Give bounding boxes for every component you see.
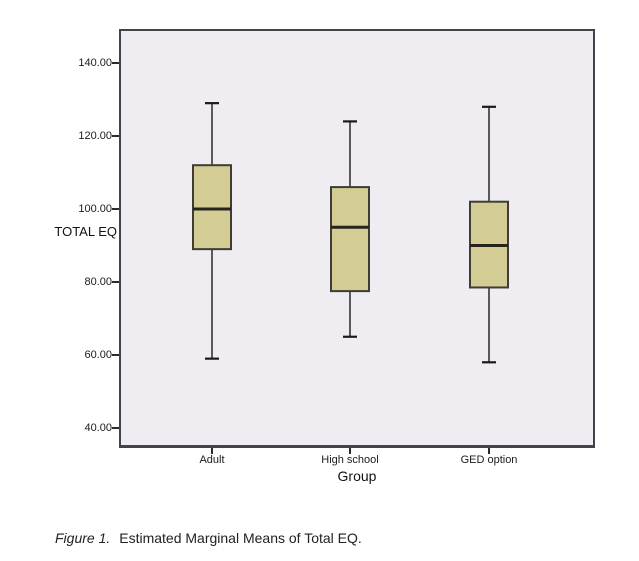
x-tick-label: GED option <box>460 454 518 466</box>
y-tick-mark <box>112 427 119 429</box>
figure-caption: Figure 1. Estimated Marginal Means of Tot… <box>55 530 362 546</box>
x-tick-mark <box>488 448 490 454</box>
boxplot-svg <box>192 102 509 364</box>
figure-caption-text: Estimated Marginal Means of Total EQ. <box>119 530 362 546</box>
y-tick-label: 80.00 <box>84 276 112 288</box>
x-tick-mark <box>349 448 351 454</box>
y-tick-mark <box>112 62 119 64</box>
box-adult <box>192 102 232 360</box>
y-tick-label: 60.00 <box>84 349 112 361</box>
y-axis-title: TOTAL EQ <box>54 224 117 239</box>
x-tick-label: High school <box>321 454 379 466</box>
box-high-school <box>330 120 370 338</box>
x-tick-label: Adult <box>199 454 225 466</box>
y-tick-label: 140.00 <box>78 57 112 69</box>
x-axis-title: Group <box>337 468 377 484</box>
y-tick-label: 40.00 <box>84 422 112 434</box>
y-tick-mark <box>112 354 119 356</box>
box-ged-option <box>469 105 509 364</box>
y-tick-mark <box>112 135 119 137</box>
figure-caption-label: Figure 1. <box>55 530 111 546</box>
plot-area <box>119 29 595 448</box>
x-tick-mark <box>211 448 213 454</box>
y-tick-label: 120.00 <box>78 130 112 142</box>
y-tick-mark <box>112 208 119 210</box>
y-tick-mark <box>112 281 119 283</box>
y-tick-label: 100.00 <box>78 203 112 215</box>
